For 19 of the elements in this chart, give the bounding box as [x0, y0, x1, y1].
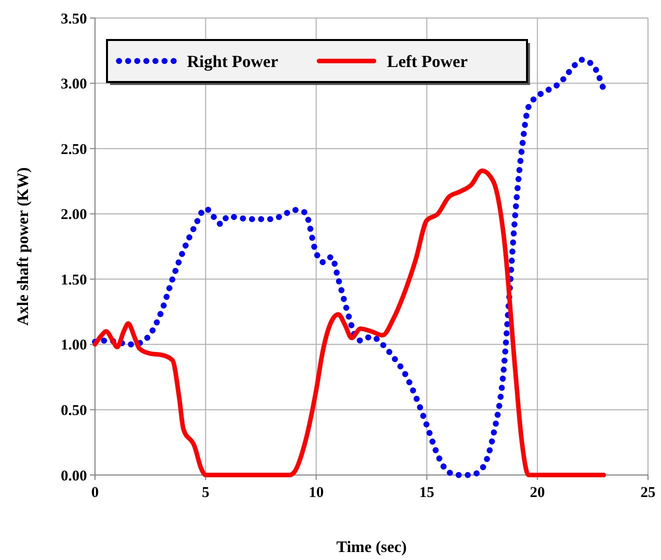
x-tick-label: 5: [202, 485, 210, 501]
y-tick-label: 1.50: [60, 272, 87, 288]
y-tick-label: 3.00: [60, 76, 87, 93]
x-tick-label: 25: [640, 485, 656, 501]
y-tick-label: 1.00: [60, 338, 87, 354]
y-tick-label: 3.50: [60, 11, 87, 28]
legend-label: Right Power: [187, 52, 279, 71]
x-tick-label: 0: [91, 485, 99, 501]
line-series: [92, 168, 606, 478]
x-axis-title: Time (sec): [336, 539, 407, 556]
x-tick-label: 20: [530, 485, 545, 501]
y-tick-label: 0.50: [60, 402, 87, 419]
y-tick-label: 2.50: [60, 142, 87, 158]
legend-label: Left Power: [387, 52, 468, 71]
y-axis-title: Axle shaft power (KW): [15, 167, 32, 326]
y-tick-label: 0.00: [60, 468, 87, 484]
x-tick-label: 10: [308, 485, 324, 501]
x-tick-label: 15: [419, 485, 434, 501]
y-tick-label: 2.00: [60, 207, 87, 224]
